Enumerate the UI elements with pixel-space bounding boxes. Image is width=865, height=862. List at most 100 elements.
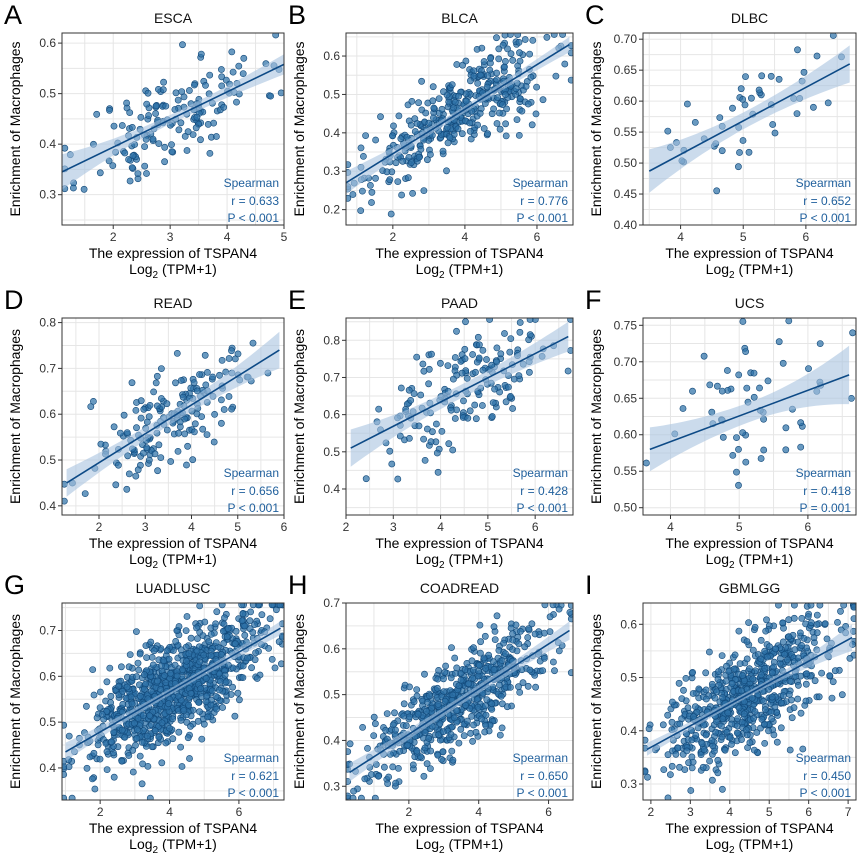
data-point: [153, 402, 161, 410]
data-point: [394, 475, 402, 483]
data-point: [668, 718, 676, 726]
data-point: [555, 647, 563, 655]
data-point: [217, 651, 225, 658]
data-point: [482, 722, 490, 729]
data-point: [229, 68, 237, 76]
data-point: [141, 162, 149, 170]
data-point: [728, 720, 735, 728]
data-point: [798, 642, 805, 649]
x-tick-label: 4: [188, 520, 195, 534]
data-point: [483, 83, 491, 91]
x-axis-label-units: Log2 (TPM+1): [416, 836, 504, 856]
data-point: [204, 121, 212, 128]
y-axis-label: Enrichment of Macrophages: [291, 614, 307, 789]
stat-r: r = 0.428: [520, 484, 568, 498]
data-point: [216, 678, 224, 685]
data-point: [62, 497, 68, 505]
data-point: [521, 643, 529, 651]
data-point: [441, 697, 449, 705]
panel-title: GBMLGG: [719, 580, 780, 596]
x-axis-label: The expression of TSPAN4: [375, 535, 544, 551]
data-point: [89, 666, 97, 673]
stat-r: r = 0.418: [803, 484, 851, 498]
data-point: [739, 137, 747, 144]
data-point: [346, 194, 352, 202]
stat-p: P < 0.001: [228, 786, 280, 800]
data-point: [795, 681, 802, 689]
data-point: [471, 401, 479, 409]
data-point: [493, 34, 500, 42]
data-point: [515, 39, 523, 46]
data-point: [125, 156, 133, 163]
data-point: [209, 373, 216, 381]
data-point: [757, 636, 765, 644]
data-point: [155, 733, 163, 741]
data-point: [729, 104, 736, 112]
data-point: [486, 318, 493, 323]
data-point: [157, 686, 164, 693]
data-point: [190, 81, 198, 89]
data-point: [462, 97, 470, 105]
data-point: [386, 176, 394, 184]
data-point: [480, 125, 488, 132]
panel-title: LUADLUSC: [136, 580, 211, 596]
data-point: [730, 665, 738, 673]
data-point: [683, 747, 691, 755]
data-point: [161, 143, 169, 151]
data-point: [555, 605, 563, 613]
data-point: [83, 764, 91, 772]
x-axis-unit-tail: (TPM+1): [158, 261, 217, 277]
y-tick-label: 0.7: [323, 370, 340, 384]
data-point: [475, 662, 483, 669]
data-point: [220, 639, 228, 647]
data-point: [702, 669, 710, 677]
data-point: [425, 380, 432, 388]
data-point: [120, 411, 128, 419]
data-point: [461, 345, 469, 353]
x-tick-label: 5: [281, 230, 288, 244]
x-axis-unit-log: Log: [129, 836, 152, 852]
data-point: [549, 603, 557, 609]
data-point: [668, 762, 676, 770]
data-point: [220, 406, 228, 413]
data-point: [502, 132, 510, 140]
data-point: [390, 122, 397, 130]
x-axis-label: The expression of TSPAN4: [665, 245, 834, 261]
data-point: [813, 611, 821, 619]
x-tick-label: 6: [545, 805, 552, 819]
data-point: [228, 48, 236, 56]
data-point: [541, 603, 549, 609]
data-point: [121, 149, 129, 157]
data-point: [733, 434, 740, 441]
data-point: [455, 92, 462, 100]
data-point: [804, 613, 812, 620]
data-point: [423, 707, 430, 715]
data-point: [780, 624, 787, 632]
data-point: [457, 676, 465, 684]
x-axis-unit-subscript: 2: [439, 270, 445, 281]
data-point: [724, 709, 732, 717]
data-point: [132, 472, 140, 480]
data-point: [718, 722, 725, 730]
y-axis-label: Enrichment of Macrophages: [7, 41, 23, 216]
data-point: [475, 341, 483, 349]
data-point: [368, 188, 376, 196]
data-point: [103, 678, 111, 686]
plot-frame: [642, 32, 857, 226]
data-point: [450, 714, 458, 722]
y-tick-label: 0.6: [39, 407, 56, 421]
data-point: [462, 701, 469, 709]
y-axis-label: Enrichment of Macrophages: [588, 614, 604, 789]
data-point: [474, 333, 482, 341]
data-point: [481, 632, 489, 640]
data-point: [160, 657, 168, 664]
data-point: [177, 646, 185, 654]
x-axis-label-units: Log2 (TPM+1): [129, 836, 217, 856]
data-point: [464, 414, 472, 422]
data-point: [202, 675, 210, 682]
data-point: [157, 365, 165, 372]
panel-letter: B: [288, 0, 306, 30]
data-point: [202, 82, 209, 89]
data-point: [206, 149, 214, 157]
data-point: [65, 732, 73, 740]
